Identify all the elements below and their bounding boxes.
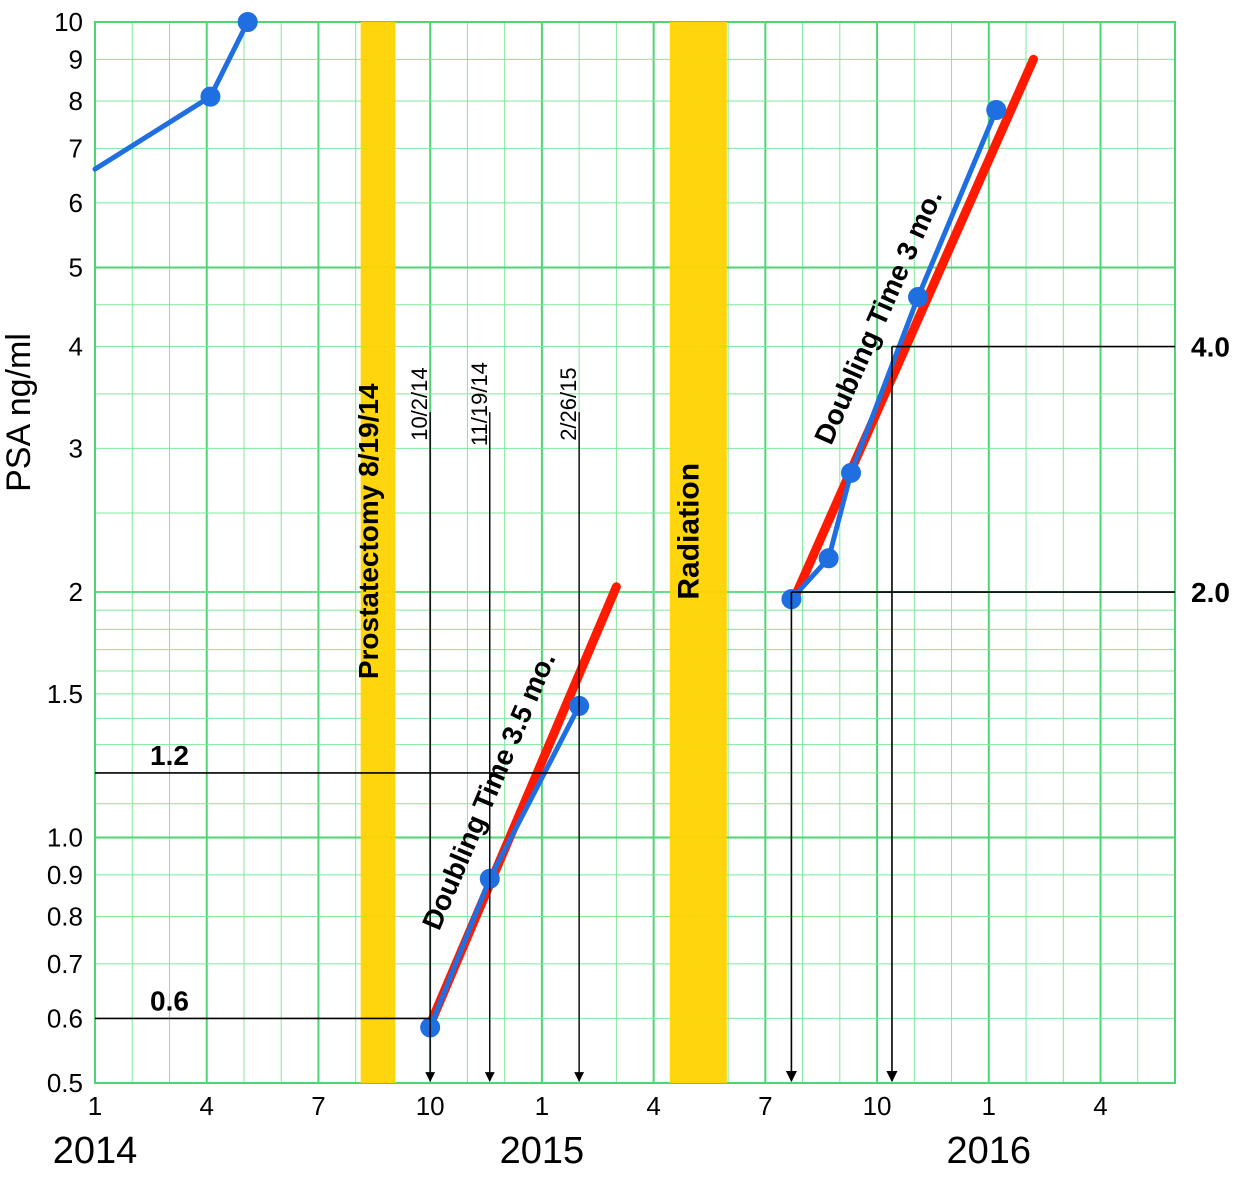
y-tick-label: 1.5 bbox=[47, 679, 83, 709]
y-tick-label: 3 bbox=[69, 433, 83, 463]
y-tick-label: 4 bbox=[69, 332, 83, 362]
x-year-label: 2014 bbox=[53, 1130, 138, 1172]
ref-label-1.2: 1.2 bbox=[150, 740, 189, 771]
y-tick-label: 7 bbox=[69, 133, 83, 163]
x-year-label: 2015 bbox=[500, 1130, 585, 1172]
y-tick-label: 10 bbox=[54, 7, 83, 37]
y-tick-label: 0.6 bbox=[47, 1003, 83, 1033]
y-tick-label: 9 bbox=[69, 44, 83, 74]
date-label: 10/2/14 bbox=[407, 367, 432, 440]
psa-log-chart: Prostatectomy 8/19/14RadiationDoubling T… bbox=[0, 0, 1249, 1200]
x-month-label: 1 bbox=[535, 1091, 549, 1121]
data-point bbox=[239, 13, 257, 31]
data-point bbox=[987, 101, 1005, 119]
y-tick-label: 0.7 bbox=[47, 949, 83, 979]
y-tick-label: 0.5 bbox=[47, 1068, 83, 1098]
data-point bbox=[842, 464, 860, 482]
data-point bbox=[909, 288, 927, 306]
data-point bbox=[201, 88, 219, 106]
x-month-label: 1 bbox=[982, 1091, 996, 1121]
x-year-label: 2016 bbox=[947, 1130, 1032, 1172]
x-month-label: 4 bbox=[646, 1091, 660, 1121]
band-label-radiation: Radiation bbox=[672, 463, 705, 600]
date-label: 11/19/14 bbox=[467, 362, 492, 446]
x-month-label: 7 bbox=[311, 1091, 325, 1121]
y-axis-title: PSA ng/ml bbox=[0, 333, 38, 492]
x-month-label: 10 bbox=[863, 1091, 892, 1121]
y-tick-label: 2 bbox=[69, 577, 83, 607]
x-month-label: 7 bbox=[758, 1091, 772, 1121]
y-tick-label: 0.8 bbox=[47, 902, 83, 932]
x-month-label: 10 bbox=[416, 1091, 445, 1121]
x-month-label: 4 bbox=[1093, 1091, 1107, 1121]
y-tick-label: 1.0 bbox=[47, 823, 83, 853]
ref-label-4.0: 4.0 bbox=[1191, 332, 1230, 363]
y-tick-label: 8 bbox=[69, 86, 83, 116]
data-point bbox=[820, 549, 838, 567]
ref-label-0.6: 0.6 bbox=[150, 985, 189, 1016]
ref-label-2.0: 2.0 bbox=[1191, 577, 1230, 608]
y-tick-label: 6 bbox=[69, 188, 83, 218]
date-label: 2/26/15 bbox=[556, 367, 581, 440]
band-label-prostatectomy: Prostatectomy 8/19/14 bbox=[353, 383, 384, 679]
y-tick-label: 0.9 bbox=[47, 860, 83, 890]
y-tick-label: 5 bbox=[69, 252, 83, 282]
x-month-label: 4 bbox=[199, 1091, 213, 1121]
x-month-label: 1 bbox=[88, 1091, 102, 1121]
